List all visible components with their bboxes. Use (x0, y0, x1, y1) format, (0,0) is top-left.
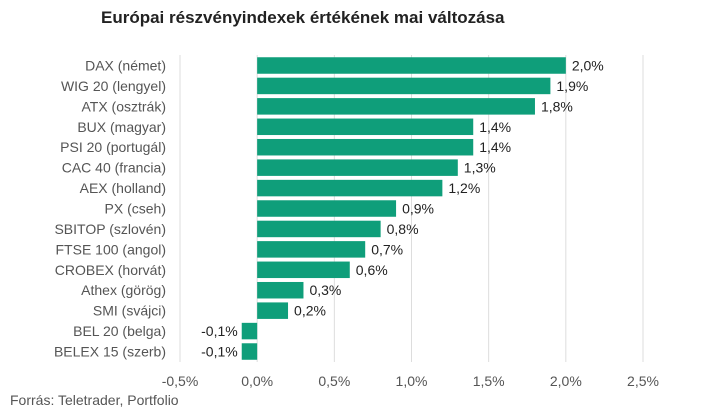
bar (257, 200, 397, 217)
x-tick-label: 1,0% (396, 373, 428, 389)
value-label: 0,7% (371, 241, 403, 257)
bar (257, 138, 474, 156)
category-label: CROBEX (horvát) (55, 262, 166, 278)
chart-title: Európai részvényindexek értékének mai vá… (101, 8, 505, 27)
bar (257, 302, 289, 319)
category-label: SMI (svájci) (93, 303, 166, 319)
value-label: 2,0% (572, 58, 604, 74)
value-label: 0,2% (294, 303, 326, 319)
x-tick-label: 2,5% (627, 373, 659, 389)
bar (241, 343, 258, 360)
bar (241, 322, 258, 340)
x-tick-label: 2,0% (550, 373, 582, 389)
bar (257, 77, 551, 95)
bar (257, 98, 535, 115)
value-label: 1,4% (479, 119, 511, 135)
x-tick-label: 0,5% (318, 373, 350, 389)
bar (257, 241, 366, 258)
bar (257, 261, 350, 279)
bar (257, 159, 458, 176)
bar (257, 57, 566, 74)
value-label: 0,9% (402, 201, 434, 217)
bar (257, 179, 443, 197)
bars (241, 57, 566, 360)
labels: DAX (német) 2,0% WIG 20 (lengyel) 1,9% ATX (… (54, 58, 604, 360)
category-label: SBITOP (szlovén) (54, 221, 166, 237)
category-label: AEX (holland) (80, 180, 166, 196)
category-label: FTSE 100 (angol) (56, 241, 167, 257)
value-label: 0,8% (387, 221, 419, 237)
value-label: 0,3% (309, 282, 341, 298)
x-tick-label: 0,0% (241, 373, 273, 389)
source-note: Forrás: Teletrader, Portfolio (10, 392, 179, 408)
value-label: 1,9% (556, 78, 588, 94)
bar (257, 281, 304, 299)
category-label: CAC 40 (francia) (62, 160, 166, 176)
value-label: -0,1% (201, 344, 238, 360)
category-label: DAX (német) (85, 58, 166, 74)
x-tick-label: -0,5% (162, 373, 199, 389)
value-label: 1,2% (448, 180, 480, 196)
category-label: PX (cseh) (105, 201, 166, 217)
x-tick-label: 1,5% (473, 373, 505, 389)
category-label: BUX (magyar) (77, 119, 166, 135)
category-label: BEL 20 (belga) (73, 323, 166, 339)
category-label: BELEX 15 (szerb) (54, 344, 166, 360)
value-label: 1,4% (479, 139, 511, 155)
value-label: 1,3% (464, 160, 496, 176)
value-label: -0,1% (201, 323, 238, 339)
category-label: Athex (görög) (81, 282, 166, 298)
value-label: 0,6% (356, 262, 388, 278)
category-label: PSI 20 (portugál) (60, 139, 166, 155)
x-axis-ticks: -0,5% 0,0% 0,5% 1,0% 1,5% 2,0% 2,5% (162, 373, 659, 389)
category-label: WIG 20 (lengyel) (61, 78, 166, 94)
category-label: ATX (osztrák) (81, 98, 166, 114)
bar (257, 118, 474, 136)
bar (257, 220, 381, 238)
value-label: 1,8% (541, 98, 573, 114)
